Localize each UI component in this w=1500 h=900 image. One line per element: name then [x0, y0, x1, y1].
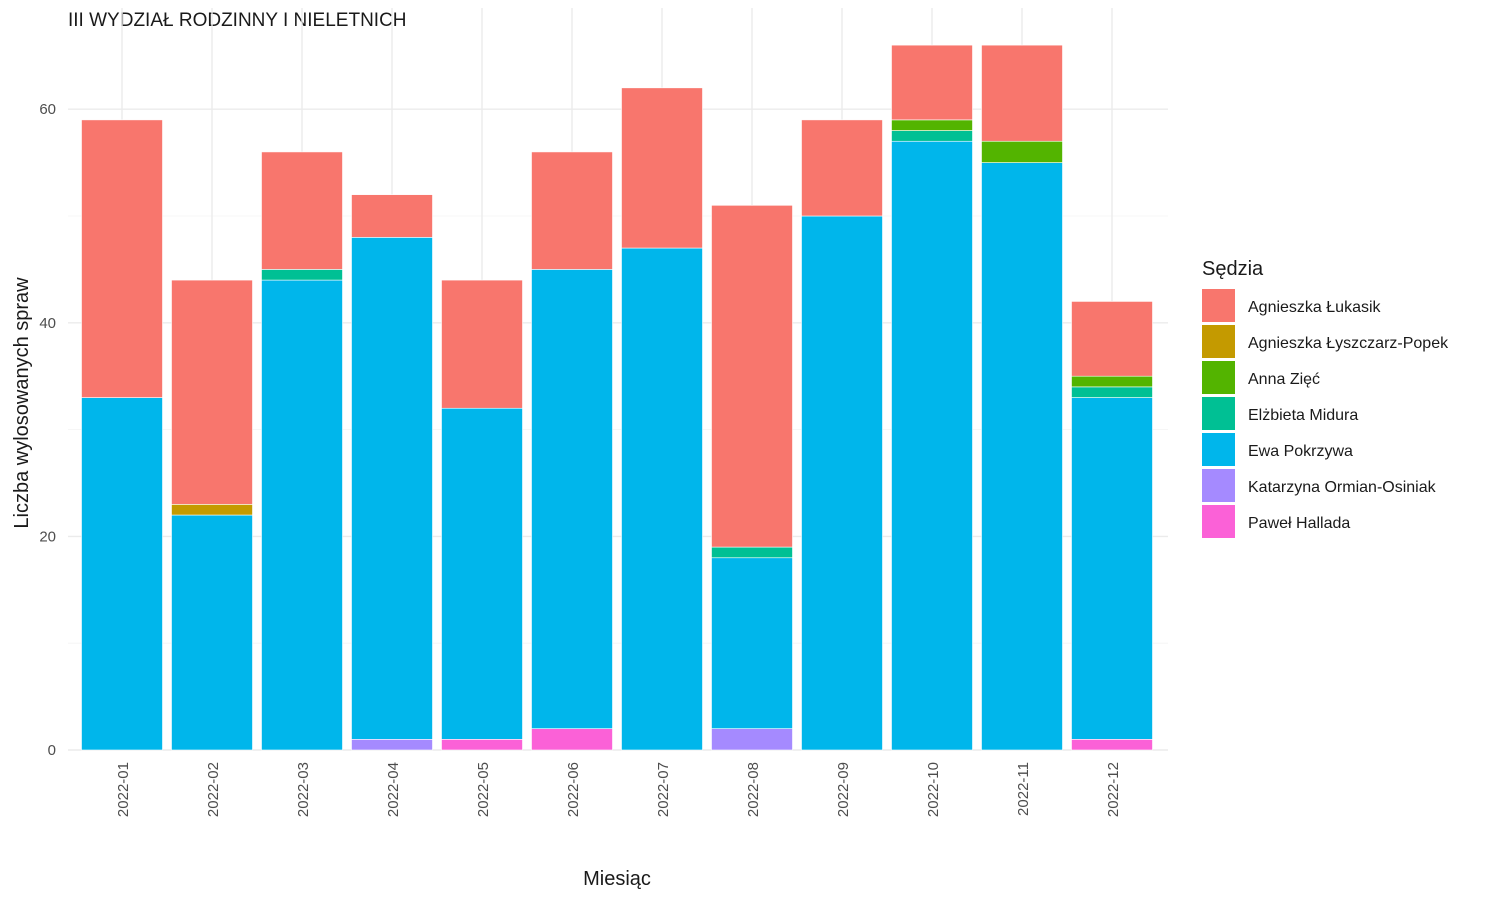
bar-segment [1071, 739, 1153, 751]
legend-swatch [1202, 397, 1235, 430]
bar-segment [711, 205, 793, 548]
bar-segment [171, 279, 253, 505]
bar-segment [441, 407, 523, 740]
bar-segment [171, 504, 253, 516]
legend-swatch [1202, 289, 1235, 322]
x-tick-label: 2022-10 [925, 762, 942, 817]
bar-segment [81, 397, 163, 751]
bar-segment [171, 514, 253, 751]
legend-label: Anna Zięć [1248, 371, 1320, 388]
x-tick-label: 2022-05 [475, 762, 492, 817]
legend-swatch [1202, 433, 1235, 466]
x-tick-label: 2022-08 [745, 762, 762, 817]
bar-segment [891, 140, 973, 751]
bar-segment [801, 119, 883, 217]
bar-segment [711, 557, 793, 729]
bar-segment [981, 140, 1063, 163]
bar-segment [531, 151, 613, 270]
bar-segment [1071, 301, 1153, 377]
legend: Sędzia Agnieszka Łukasik Agnieszka Łyszcz… [1202, 258, 1449, 538]
x-axis-ticks: 2022-01 2022-02 2022-03 2022-04 2022-05 2022-… [115, 762, 1122, 817]
legend-label: Elżbieta Midura [1248, 407, 1358, 424]
bar-segment [891, 119, 973, 131]
bar-segment [261, 151, 343, 270]
y-axis-ticks: 0 20 40 60 [39, 101, 56, 759]
legend-swatch [1202, 469, 1235, 502]
bar-segment [981, 44, 1063, 142]
bar-segment [801, 215, 883, 751]
legend-swatch [1202, 505, 1235, 538]
legend-label: Agnieszka Łukasik [1248, 299, 1382, 316]
bar-segment [711, 728, 793, 751]
bar-segment [441, 279, 523, 409]
x-tick-label: 2022-06 [565, 762, 582, 817]
legend-items: Agnieszka Łukasik Agnieszka Łyszczarz-Pop… [1202, 289, 1449, 538]
legend-title: Sędzia [1202, 258, 1264, 280]
x-tick-label: 2022-09 [835, 762, 852, 817]
y-tick-label: 0 [48, 742, 56, 759]
legend-label: Ewa Pokrzywa [1248, 443, 1353, 460]
x-tick-label: 2022-01 [115, 762, 132, 817]
bar-segment [891, 44, 973, 121]
y-tick-label: 20 [39, 528, 56, 545]
bars [81, 44, 1153, 751]
bar-segment [621, 247, 703, 751]
bar-segment [351, 194, 433, 238]
x-tick-label: 2022-11 [1015, 762, 1032, 816]
y-tick-label: 40 [39, 315, 56, 332]
legend-label: Katarzyna Ormian-Osiniak [1248, 479, 1437, 496]
y-axis-title: Liczba wylosowanych spraw [11, 277, 33, 529]
bar-segment [1071, 397, 1153, 740]
bar-segment [711, 546, 793, 559]
bar-segment [441, 739, 523, 751]
x-tick-label: 2022-04 [385, 762, 402, 817]
x-tick-label: 2022-02 [205, 762, 222, 817]
bar-segment [621, 87, 703, 249]
legend-swatch [1202, 361, 1235, 394]
bar-segment [531, 728, 613, 751]
bar-segment [81, 119, 163, 398]
legend-label: Paweł Hallada [1248, 515, 1350, 532]
legend-label: Agnieszka Łyszczarz-Popek [1248, 335, 1449, 352]
bar-segment [981, 162, 1063, 751]
chart-title: III WYDZIAŁ RODZINNY I NIELETNICH [68, 10, 407, 31]
x-axis-title: Miesiąc [583, 868, 651, 890]
x-tick-label: 2022-07 [655, 762, 672, 817]
bar-segment [1071, 375, 1153, 388]
bar-segment [1071, 386, 1153, 398]
bar-segment [351, 739, 433, 751]
bar-segment [261, 269, 343, 281]
x-tick-label: 2022-03 [295, 762, 312, 817]
bar-segment [531, 269, 613, 729]
bar-segment [261, 279, 343, 751]
y-tick-label: 60 [39, 101, 56, 118]
bar-segment [891, 130, 973, 142]
legend-swatch [1202, 325, 1235, 358]
x-tick-label: 2022-12 [1105, 762, 1122, 817]
bar-segment [351, 237, 433, 740]
